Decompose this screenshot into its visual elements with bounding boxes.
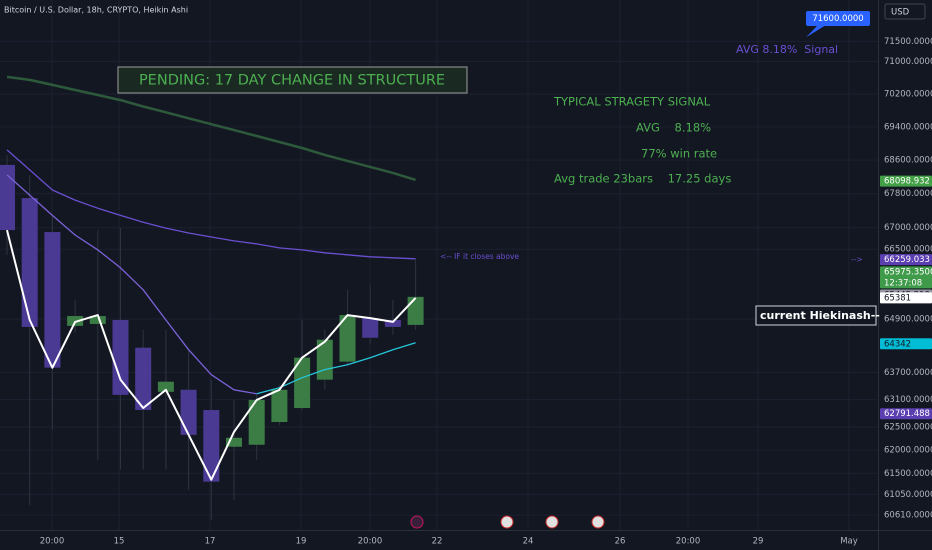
event-icon[interactable] [591, 515, 605, 529]
price-tag [880, 266, 932, 289]
x-tick-label: 20:00 [358, 537, 383, 547]
price-countdown: 12:37:08 [884, 278, 922, 288]
x-tick-label: 15 [114, 537, 125, 547]
candle-body [339, 315, 356, 362]
y-tick-label: 67800.0000 [884, 189, 932, 199]
price-tag [880, 408, 932, 420]
candle-body [226, 437, 242, 447]
candle-body [316, 339, 333, 380]
currency-label[interactable]: USD [891, 8, 910, 18]
strategy-avg-trade: Avg trade 23bars 17.25 days [554, 172, 731, 186]
indicator-line [6, 75, 416, 182]
current-text: current Hiekinash-- [760, 309, 880, 322]
price-tag [880, 254, 932, 266]
price-tag [880, 292, 932, 304]
candle-body [112, 319, 129, 395]
y-tick-label: 62500.0000 [884, 423, 932, 433]
event-icons [410, 515, 605, 529]
x-tick-label: 19 [296, 537, 307, 547]
x-tick-label: 20:00 [676, 537, 701, 547]
x-tick-label: 20:00 [40, 537, 65, 547]
y-tick-label: 69400.0000 [884, 122, 932, 132]
price-tags: 68098.93266259.03365975.350012:37:086544… [806, 11, 932, 420]
price-tag-label: 62791.488 [884, 409, 930, 419]
callout-pointer [806, 25, 826, 38]
candle-body [44, 232, 61, 368]
y-tick-label: 67000.0000 [884, 223, 932, 233]
price-tag-label: 64342 [884, 339, 911, 349]
candle-body [0, 164, 15, 231]
candle-body [294, 357, 311, 409]
price-tag-label: 65381 [884, 293, 911, 303]
strategy-title: TYPICAL STRAGETY SIGNAL [553, 95, 711, 109]
price-tag-label: 65975.3500 [884, 267, 932, 277]
y-tick-label: 60610.0000 [884, 511, 932, 521]
pending-text: PENDING: 17 DAY CHANGE IN STRUCTURE [139, 73, 445, 89]
strategy-avg: AVG 8.18% [636, 121, 711, 135]
y-tick-label: 63700.0000 [884, 368, 932, 378]
y-tick-label: 66500.0000 [884, 245, 932, 255]
price-tag [880, 175, 932, 187]
indicator-line [6, 174, 257, 395]
grid [0, 0, 878, 530]
current-box [755, 305, 877, 326]
event-icon[interactable] [500, 515, 514, 529]
plot [0, 75, 424, 521]
y-tick-label: 63100.0000 [884, 395, 932, 405]
callout-box [806, 11, 870, 26]
currency-button[interactable] [884, 3, 926, 20]
candle-body [384, 319, 401, 327]
price-tag-label: 66259.033 [884, 255, 930, 265]
candle-body [89, 316, 106, 324]
y-tick-label: 64900.0000 [884, 315, 932, 325]
candle-body [407, 296, 424, 325]
candle-body [21, 198, 38, 327]
candle-body [271, 389, 288, 422]
x-tick-label: 29 [753, 537, 764, 547]
y-tick-label: 61500.0000 [884, 469, 932, 479]
indicator-line [6, 149, 416, 260]
y-tick-label: 62000.0000 [884, 446, 932, 456]
event-icon[interactable] [545, 515, 559, 529]
y-tick-label: 71500.0000 [884, 37, 932, 47]
callout-label: 71600.0000 [812, 14, 863, 24]
y-tick-label: 71000.0000 [884, 57, 932, 67]
y-tick-label: 61050.0000 [884, 490, 932, 500]
candle-body [180, 389, 197, 435]
x-tick-label: 17 [205, 537, 216, 547]
event-icon[interactable] [410, 515, 424, 529]
y-tick-label: 68600.0000 [884, 156, 932, 166]
closes-above-text: <-- IF it closes above [440, 252, 519, 261]
candle-body [135, 347, 152, 411]
candle-body [157, 381, 174, 392]
candle-body [248, 399, 265, 445]
x-tick-label: 22 [432, 537, 443, 547]
strategy-win-rate: 77% win rate [641, 147, 717, 161]
candle-body [362, 318, 379, 338]
y-tick-label: 70200.0000 [884, 89, 932, 99]
x-tick-label: 24 [523, 537, 534, 547]
x-tick-label: May [840, 537, 858, 547]
candle-body [203, 410, 220, 482]
indicator-line [6, 229, 417, 481]
chart-title: Bitcoin / U.S. Dollar, 18h, CRYPTO, Heik… [4, 6, 188, 15]
pending-box [117, 66, 468, 94]
arrow-text: --> [851, 255, 863, 264]
price-tag [880, 338, 932, 350]
x-tick-label: 26 [615, 537, 626, 547]
price-tag-label: 68098.932 [884, 177, 930, 187]
signal-text: AVG 8.18% Signal [736, 43, 838, 56]
